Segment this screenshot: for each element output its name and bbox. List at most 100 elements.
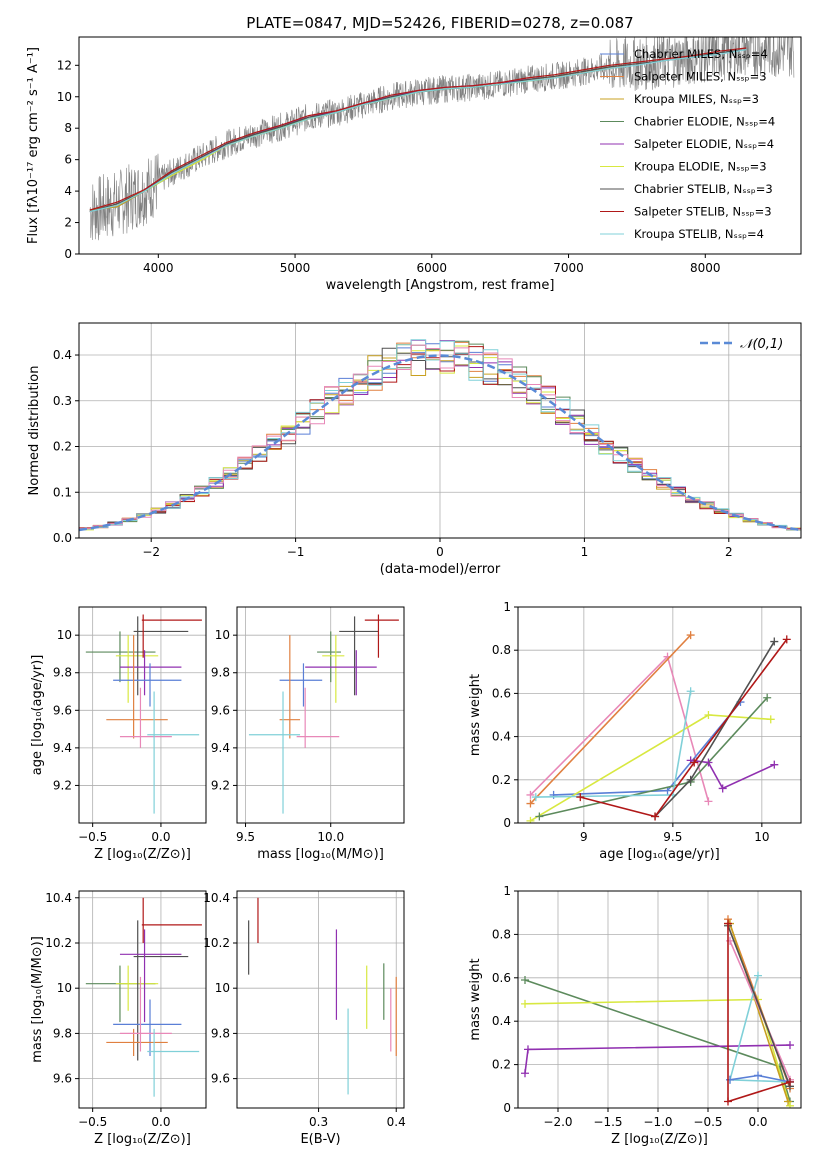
residual-histogram	[79, 344, 801, 530]
spectrum-title: PLATE=0847, MJD=52426, FIBERID=0278, z=0…	[246, 14, 633, 32]
model-spectrum-line	[89, 66, 624, 211]
mass-weight-point	[784, 1097, 792, 1106]
y-tick-label: 0.2	[492, 1058, 511, 1072]
model-spectrum-line	[89, 66, 624, 211]
mass-weight-line	[524, 1044, 791, 1074]
y-tick-label: 9.4	[53, 741, 72, 755]
y-tick-label: 4	[64, 184, 72, 198]
y-tick-label: 9.8	[211, 666, 230, 680]
spectrum-xlabel: wavelength [Angstrom, rest frame]	[326, 278, 555, 293]
model-spectrum-line	[89, 49, 747, 213]
y-tick-label: 9.6	[53, 703, 72, 717]
mass-weight-line	[727, 925, 791, 1087]
mass-weight-line	[539, 697, 768, 818]
mass-weight-vs-Z-frame	[517, 890, 802, 1109]
x-tick-label: −2	[142, 545, 160, 559]
y-tick-label: 9.8	[53, 666, 72, 680]
mass-weight-point	[521, 1069, 529, 1078]
mass-weight-point	[686, 775, 695, 784]
mass-weight-vs-age-axes: 9 9.5 10 0 0.2 0.4 0.6 0.8 1 age [log₁₀(age/yr)] m…	[468, 600, 802, 862]
mass-weight-line	[524, 998, 791, 1107]
mass-weight-point	[576, 793, 585, 802]
y-tick-label: 0.1	[53, 485, 72, 499]
y-tick-label: 9.6	[211, 703, 230, 717]
x-tick-label: 5000	[280, 261, 311, 275]
x-tick-label: 7000	[553, 261, 584, 275]
model-spectrum-line	[144, 78, 542, 192]
x-tick-label: 9.5	[236, 830, 255, 844]
mass-weight-vs-Z-plot-area	[521, 915, 794, 1108]
legend-entry: Salpeter MILES, Nₛₛₚ=3	[634, 70, 767, 84]
x-tick-label: −1.0	[643, 1115, 672, 1129]
y-tick-label: 10.2	[203, 936, 230, 950]
mass-weight-point	[531, 793, 540, 802]
mass-weight-vs-age-plot-area	[526, 631, 791, 823]
x-tick-label: 0.0	[151, 830, 170, 844]
legend-entry: Kroupa MILES, Nₛₛₚ=3	[634, 92, 759, 106]
x-tick-label: −0.5	[693, 1115, 722, 1129]
observed-spectrum-line	[89, 37, 795, 241]
mass-weight-line	[580, 638, 788, 818]
mass-weight-point	[549, 790, 558, 799]
y-tick-label: 8	[64, 121, 72, 135]
y-tick-label: 10.4	[203, 891, 230, 905]
x-tick-label: 0	[436, 545, 444, 559]
residuals-plot-area	[79, 339, 801, 532]
mass-weight-point	[766, 715, 775, 724]
spectrum-frame	[78, 36, 802, 255]
mass-weight-point	[686, 687, 695, 696]
spectrum-legend: Chabrier MILES, Nₛₛₚ=4 Salpeter MILES, Nₛ…	[600, 47, 775, 241]
mass-weight-line	[524, 979, 791, 1102]
residuals-ylabel: Normed distribution	[27, 366, 42, 496]
spectrum-ylabel: Flux [fλ10⁻¹⁷ erg cm⁻² s⁻¹ A⁻¹]	[26, 47, 41, 244]
mass-vs-Z-ylabel: mass [log₁₀(M/M⊙)]	[30, 936, 45, 1063]
legend-entry: 𝒩(0,1)	[740, 337, 783, 352]
age-vs-Z-frame	[78, 606, 207, 824]
y-tick-label: 1	[503, 600, 511, 614]
mass-weight-point	[704, 797, 713, 806]
residuals-axes: −2 −1 0 1 2 0.0 0.1 0.2 0.3 0.4 (data-model)/error…	[27, 322, 802, 577]
mass-weight-vs-age-frame	[517, 606, 802, 824]
spectrum-axes: 4000 5000 6000 7000 8000 0 2 4 6 8 10 12 wavelength …	[26, 36, 802, 293]
legend-entry: Chabrier ELODIE, Nₛₛₚ=4	[634, 115, 775, 129]
x-tick-label: −0.5	[78, 1115, 107, 1129]
y-tick-label: 0.6	[492, 971, 511, 985]
age-vs-mass-xlabel: mass [log₁₀(M/M⊙)]	[257, 847, 384, 862]
y-tick-label: 9.4	[211, 741, 230, 755]
mass-weight-point	[770, 637, 779, 646]
x-tick-label: 0.0	[748, 1115, 767, 1129]
y-tick-label: 0.8	[492, 927, 511, 941]
mass-vs-EBV-xlabel: E(B-V)	[300, 1132, 340, 1147]
mass-weight-point	[782, 635, 791, 644]
residuals-xlabel: (data-model)/error	[380, 562, 501, 577]
y-tick-label: 10	[57, 90, 72, 104]
mass-weight-vs-Z-xlabel: Z [log₁₀(Z/Z⊙)]	[611, 1132, 708, 1147]
mass-weight-vs-Z-ylabel: mass weight	[468, 958, 483, 1040]
mass-weight-point	[521, 999, 529, 1008]
y-tick-label: 0.6	[492, 686, 511, 700]
legend-entry: Kroupa STELIB, Nₛₛₚ=4	[634, 227, 764, 241]
x-tick-label: 6000	[417, 261, 448, 275]
mass-vs-Z-axes: −0.5 0.0 9.6 9.8 10 10.2 10.4 Z [log₁₀(Z/Z⊙)] ma…	[30, 890, 207, 1147]
mass-vs-EBV-plot-area	[248, 897, 397, 1095]
mass-weight-vs-age-ylabel: mass weight	[468, 674, 483, 756]
mass-vs-EBV-frame	[236, 890, 405, 1109]
y-tick-label: 9.8	[211, 1026, 230, 1040]
x-tick-label: 8000	[690, 261, 721, 275]
y-tick-label: 0	[503, 1101, 511, 1115]
y-tick-label: 10.4	[45, 891, 72, 905]
legend-entry: Chabrier MILES, Nₛₛₚ=4	[634, 47, 768, 61]
y-tick-label: 9.2	[53, 778, 72, 792]
model-spectrum-line	[144, 77, 542, 191]
mass-weight-point	[526, 799, 535, 808]
age-vs-mass-frame	[236, 606, 405, 824]
y-tick-label: 0	[64, 247, 72, 261]
mass-weight-point	[754, 971, 762, 980]
mass-weight-point	[786, 1041, 794, 1050]
mass-weight-point	[763, 693, 772, 702]
mass-weight-vs-Z-axes: −2.0 −1.5 −1.0 −0.5 0.0 0 0.2 0.4 0.6 0.8 1 Z [log₁…	[468, 884, 802, 1147]
age-vs-mass-axes: 9.5 10.0 9.2 9.4 9.6 9.8 10 mass [log₁₀(M/M⊙)]	[211, 606, 405, 862]
mass-weight-line	[690, 759, 775, 790]
mass-weight-line	[530, 714, 771, 822]
x-tick-label: −2.0	[543, 1115, 572, 1129]
